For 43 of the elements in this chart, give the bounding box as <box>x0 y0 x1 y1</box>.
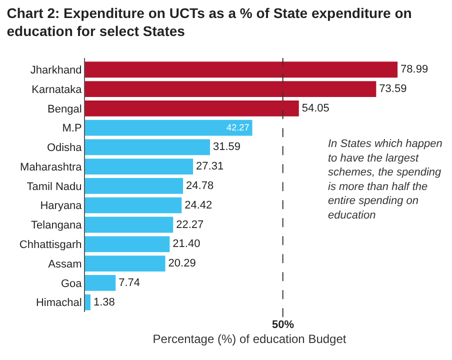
bar <box>85 216 174 233</box>
bar <box>85 81 376 97</box>
y-tick-label: Goa <box>61 278 83 290</box>
annotation: In States which happen to have the largest schemes, the spending is more than half the entire spending on education <box>328 138 442 222</box>
bar <box>85 178 184 194</box>
y-tick-label: Karnataka <box>32 84 83 96</box>
y-tick-label: Jharkhand <box>30 64 82 76</box>
data-label: 21.40 <box>172 238 200 250</box>
x-axis-title: Percentage (%) of education Budget <box>152 332 347 346</box>
bar <box>85 158 194 175</box>
ref-line-label: 50% <box>272 319 294 331</box>
data-label: 27.31 <box>196 160 224 173</box>
data-label: 24.42 <box>184 199 212 212</box>
data-label: 24.78 <box>186 180 214 192</box>
data-label: 7.74 <box>118 276 140 289</box>
chart-title: Chart 2: Expenditure on UCTs as a % of State expenditure on education for select States <box>6 5 412 40</box>
y-tick-label: M.P <box>62 122 82 135</box>
y-tick-label: Haryana <box>40 200 83 212</box>
data-label: 78.99 <box>400 64 428 76</box>
y-tick-label: Odisha <box>46 142 83 154</box>
bar <box>85 256 166 272</box>
bar <box>85 120 252 136</box>
bar <box>85 274 116 291</box>
bar <box>85 294 90 310</box>
y-tick-label: Maharashtra <box>20 161 83 174</box>
y-tick-label: Bengal <box>48 103 82 116</box>
bar <box>85 139 210 156</box>
data-label: 22.27 <box>176 218 204 231</box>
y-tick-label: Himachal <box>36 297 82 310</box>
y-tick-label: Chhattisgarh <box>19 238 82 251</box>
bar <box>85 100 299 116</box>
y-tick-label: Telangana <box>31 220 83 232</box>
data-label: 54.05 <box>302 102 330 114</box>
data-label: 42.27 <box>226 122 250 132</box>
bar <box>85 197 182 214</box>
bar <box>85 62 398 78</box>
data-label: 73.59 <box>379 83 407 96</box>
data-label: 1.38 <box>93 296 115 308</box>
y-tick-label: Assam <box>48 258 82 270</box>
data-label: 31.59 <box>213 141 241 154</box>
data-label: 20.29 <box>168 258 196 270</box>
y-tick-label: Tamil Nadu <box>26 180 82 193</box>
bar <box>85 236 170 252</box>
